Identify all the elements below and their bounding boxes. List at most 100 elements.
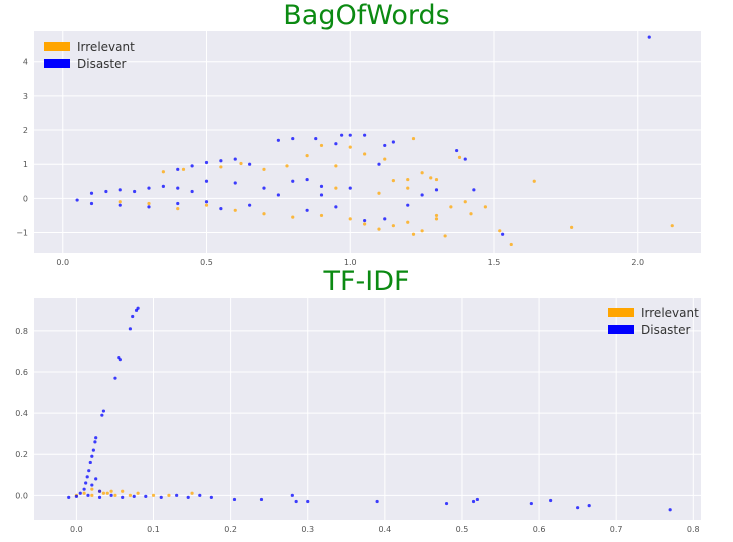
y-tick-label: 0.0 xyxy=(15,491,28,500)
data-point-disaster xyxy=(131,314,135,319)
data-point-irrelevant xyxy=(406,186,410,190)
data-point-disaster xyxy=(90,454,94,458)
x-tick-label: 0.0 xyxy=(56,258,69,267)
data-point-irrelevant xyxy=(176,207,180,211)
data-point-disaster xyxy=(219,159,223,163)
data-point-irrelevant xyxy=(82,491,86,495)
data-point-disaster xyxy=(118,188,122,192)
data-point-irrelevant xyxy=(434,213,439,218)
data-point-irrelevant xyxy=(377,191,381,195)
data-point-disaster xyxy=(84,481,88,485)
data-point-disaster xyxy=(87,469,91,473)
data-point-irrelevant xyxy=(147,201,151,206)
legend-label-irrelevant: Irrelevant xyxy=(641,306,699,320)
data-point-disaster xyxy=(219,207,223,211)
x-tick-label: 0.5 xyxy=(456,525,469,534)
data-point-disaster xyxy=(291,179,295,183)
data-point-irrelevant xyxy=(262,212,266,216)
data-point-irrelevant xyxy=(90,487,94,491)
data-point-disaster xyxy=(89,201,94,206)
data-point-disaster xyxy=(144,494,148,498)
data-point-irrelevant xyxy=(363,222,367,226)
data-point-irrelevant xyxy=(406,220,410,224)
data-point-irrelevant xyxy=(219,165,223,169)
data-point-disaster xyxy=(204,160,209,165)
data-point-disaster xyxy=(118,358,122,362)
data-point-disaster xyxy=(444,501,449,506)
data-point-disaster xyxy=(190,189,194,194)
data-point-disaster xyxy=(587,504,591,508)
data-point-irrelevant xyxy=(469,212,473,216)
data-point-disaster xyxy=(375,499,379,504)
data-point-disaster xyxy=(176,201,180,206)
data-point-disaster xyxy=(176,167,180,171)
data-point-irrelevant xyxy=(509,242,513,247)
data-point-disaster xyxy=(348,186,352,190)
data-point-disaster xyxy=(204,179,209,183)
data-point-disaster xyxy=(198,493,202,497)
data-point-irrelevant xyxy=(305,154,309,158)
data-point-disaster xyxy=(363,218,367,223)
data-point-irrelevant xyxy=(233,208,237,212)
data-point-disaster xyxy=(334,205,338,209)
data-point-irrelevant xyxy=(449,205,453,209)
data-point-irrelevant xyxy=(204,203,209,207)
data-point-irrelevant xyxy=(457,155,462,159)
data-point-disaster xyxy=(406,203,410,207)
data-point-irrelevant xyxy=(121,489,125,493)
data-point-irrelevant xyxy=(319,143,324,148)
data-point-disaster xyxy=(91,448,95,452)
data-point-disaster xyxy=(233,157,237,161)
data-point-disaster xyxy=(88,460,92,465)
data-point-disaster xyxy=(475,497,479,502)
data-point-disaster xyxy=(97,495,102,499)
data-point-disaster xyxy=(128,327,132,331)
x-tick-label: 2.0 xyxy=(631,258,644,267)
x-tick-label: 0.7 xyxy=(610,525,623,534)
data-point-disaster xyxy=(276,193,280,197)
data-point-irrelevant xyxy=(319,213,324,218)
data-point-disaster xyxy=(204,200,209,204)
data-point-irrelevant xyxy=(498,229,502,233)
data-point-disaster xyxy=(463,157,467,161)
x-tick-label: 0.1 xyxy=(147,525,160,534)
data-point-disaster xyxy=(391,140,395,144)
data-point-disaster xyxy=(82,487,86,491)
data-point-disaster xyxy=(94,477,98,481)
legend-swatch-irrelevant xyxy=(44,42,70,51)
plot-area xyxy=(34,31,701,253)
data-point-irrelevant xyxy=(406,177,410,182)
data-point-disaster xyxy=(176,186,180,190)
data-point-irrelevant xyxy=(90,493,94,497)
data-point-disaster xyxy=(97,489,102,493)
data-point-disaster xyxy=(306,499,310,504)
data-point-irrelevant xyxy=(151,493,156,497)
data-point-disaster xyxy=(290,493,294,497)
data-point-disaster xyxy=(89,191,94,195)
data-point-disaster xyxy=(501,232,505,236)
data-point-disaster xyxy=(186,495,190,499)
data-point-irrelevant xyxy=(239,161,243,166)
data-point-irrelevant xyxy=(167,493,171,497)
data-point-disaster xyxy=(314,136,318,141)
data-point-disaster xyxy=(248,162,252,166)
data-point-irrelevant xyxy=(128,493,132,497)
y-tick-label: 1 xyxy=(23,160,28,169)
data-point-irrelevant xyxy=(391,178,395,183)
data-point-irrelevant xyxy=(411,232,416,236)
data-point-disaster xyxy=(78,491,82,495)
data-point-irrelevant xyxy=(443,234,447,238)
plot-area xyxy=(34,298,701,520)
data-point-irrelevant xyxy=(105,491,109,495)
x-tick-label: 1.0 xyxy=(344,258,357,267)
data-point-irrelevant xyxy=(420,171,424,175)
data-point-disaster xyxy=(94,436,98,440)
data-point-disaster xyxy=(549,498,553,503)
data-point-disaster xyxy=(248,203,252,207)
data-point-irrelevant xyxy=(291,215,295,219)
data-point-irrelevant xyxy=(101,491,105,495)
data-point-disaster xyxy=(86,493,90,497)
data-point-irrelevant xyxy=(285,164,289,168)
data-point-disaster xyxy=(377,162,381,166)
